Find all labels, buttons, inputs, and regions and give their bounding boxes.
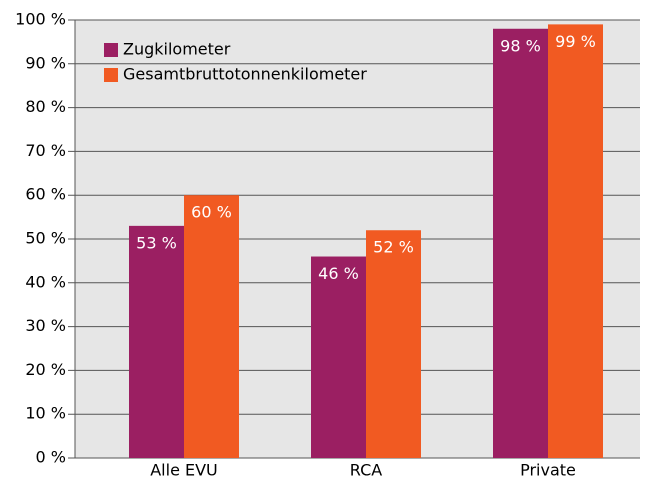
x-tick-label: Alle EVU [150,461,218,480]
y-tick-label: 40 % [25,272,66,291]
data-label: 46 % [318,264,359,283]
y-tick-label: 10 % [25,404,66,423]
data-label: 53 % [136,233,177,252]
y-tick-label: 50 % [25,229,66,248]
y-tick-label: 60 % [25,185,66,204]
bar [184,195,239,458]
bar [311,256,366,458]
data-label: 98 % [500,36,541,55]
data-label: 60 % [191,203,232,222]
bar [129,225,184,458]
y-tick-label: 0 % [36,448,66,467]
y-tick-label: 100 % [15,10,66,29]
y-tick-label: 90 % [25,53,66,72]
legend-swatch [104,43,118,57]
bar [493,28,548,458]
bar [366,230,421,458]
y-tick-label: 30 % [25,316,66,335]
legend-swatch [104,68,118,82]
y-tick-label: 80 % [25,97,66,116]
y-tick-label: 70 % [25,141,66,160]
y-tick-label: 20 % [25,360,66,379]
x-tick-label: RCA [350,461,382,480]
bar [548,24,603,458]
x-tick-label: Private [520,461,576,480]
data-label: 52 % [373,238,414,257]
data-label: 99 % [555,32,596,51]
legend-label: Gesamtbruttotonnenkilometer [123,65,367,84]
legend-label: Zugkilometer [123,40,231,59]
